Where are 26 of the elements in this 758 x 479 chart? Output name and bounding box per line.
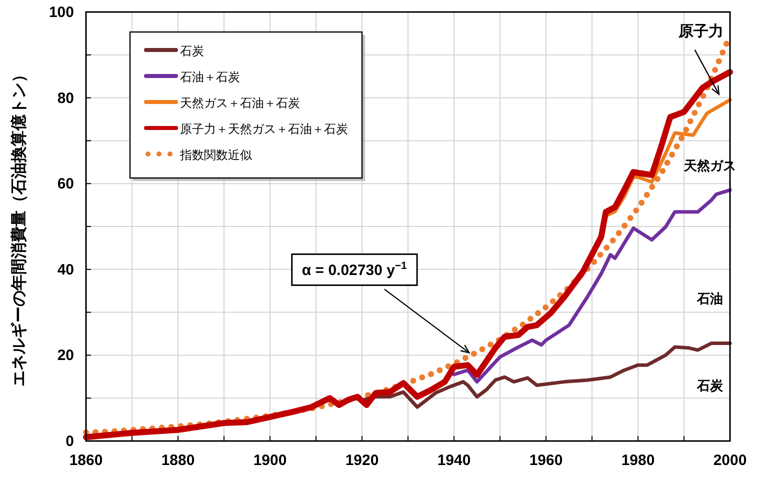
y-tick-label: 20 <box>57 347 74 364</box>
y-tick-label: 40 <box>57 261 74 278</box>
x-tick-label: 1880 <box>161 452 195 469</box>
legend-label: 天然ガス＋石油＋石炭 <box>180 96 300 110</box>
x-tick-label: 1980 <box>621 452 655 469</box>
legend-label: 石炭 <box>180 44 204 58</box>
y-tick-label: 60 <box>57 176 74 193</box>
annotation3: 石油 <box>697 291 723 306</box>
x-tick-label: 2000 <box>713 452 747 469</box>
x-tick-label: 1920 <box>345 452 379 469</box>
legend-label: 石油＋石炭 <box>180 70 240 84</box>
x-tick-label: 1900 <box>253 452 287 469</box>
annotation0: α = 0.02730 y$^{−1}$ <box>291 253 470 354</box>
y-axis-title: エネルギーの年間消費量（石油換算億トン） <box>10 66 28 386</box>
x-tick-label: 1860 <box>69 452 103 469</box>
annotation4: 石炭 <box>697 378 723 393</box>
x-tick-label: 1960 <box>529 452 563 469</box>
y-tick-label: 80 <box>57 90 74 107</box>
annotation: α = 0.02730 y$^{−1}$ <box>302 260 408 280</box>
annotation: 原子力 <box>677 22 724 40</box>
y-tick-label: 100 <box>48 4 74 21</box>
legend-label: 原子力＋天然ガス＋石油＋石炭 <box>180 122 348 136</box>
x-tick-label: 1940 <box>437 452 471 469</box>
y-tick-label: 0 <box>66 433 74 450</box>
legend-label: 指数関数近似 <box>179 148 252 162</box>
annotation1: 原子力 <box>678 22 724 96</box>
